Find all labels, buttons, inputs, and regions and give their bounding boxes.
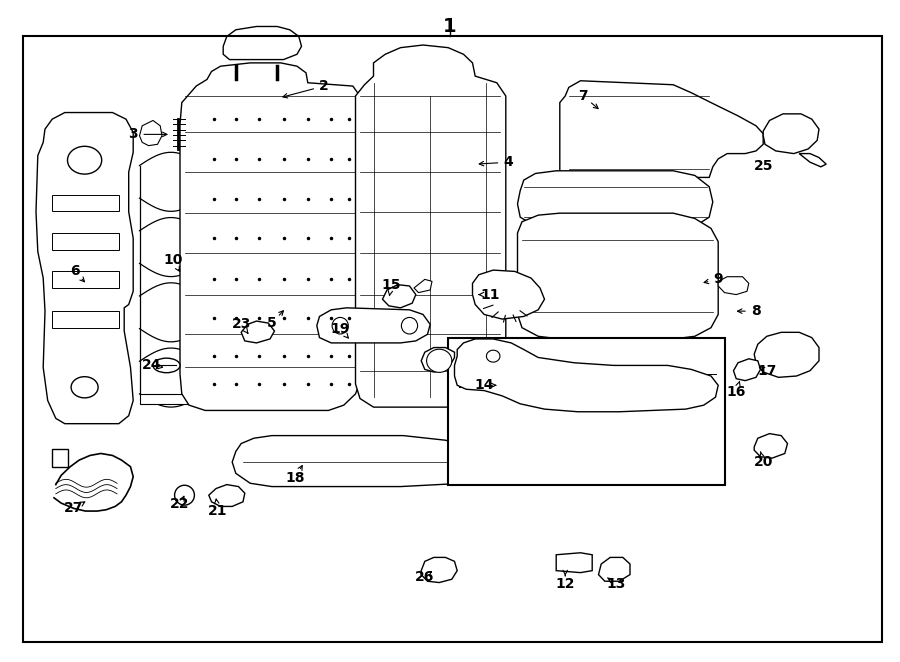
- Text: 2: 2: [320, 79, 328, 93]
- Polygon shape: [754, 434, 788, 458]
- Polygon shape: [598, 557, 630, 581]
- Ellipse shape: [153, 358, 180, 373]
- Polygon shape: [454, 339, 718, 412]
- Polygon shape: [209, 485, 245, 506]
- Polygon shape: [472, 270, 544, 319]
- Ellipse shape: [332, 318, 348, 334]
- Text: 22: 22: [170, 497, 190, 512]
- Polygon shape: [140, 120, 162, 146]
- Text: 1: 1: [443, 17, 457, 36]
- Polygon shape: [241, 321, 274, 343]
- Text: 20: 20: [753, 455, 773, 469]
- Polygon shape: [317, 308, 430, 343]
- Polygon shape: [763, 114, 819, 154]
- Polygon shape: [52, 195, 119, 211]
- Polygon shape: [223, 26, 302, 60]
- Text: 5: 5: [267, 316, 276, 330]
- Text: 10: 10: [163, 253, 183, 267]
- Text: 21: 21: [208, 504, 228, 518]
- Polygon shape: [734, 359, 760, 381]
- Text: 3: 3: [129, 127, 138, 142]
- Polygon shape: [52, 449, 68, 467]
- Polygon shape: [556, 553, 592, 573]
- Polygon shape: [518, 171, 713, 230]
- Text: 12: 12: [555, 577, 575, 591]
- Text: 15: 15: [382, 277, 401, 292]
- Text: 11: 11: [481, 287, 500, 302]
- Polygon shape: [52, 271, 119, 288]
- Polygon shape: [232, 436, 493, 487]
- Polygon shape: [52, 311, 119, 328]
- Text: 4: 4: [504, 155, 513, 169]
- Text: 7: 7: [579, 89, 588, 103]
- Polygon shape: [754, 332, 819, 377]
- Text: 13: 13: [607, 577, 626, 591]
- Polygon shape: [421, 557, 457, 583]
- Text: 27: 27: [64, 501, 84, 516]
- Text: 17: 17: [757, 363, 777, 378]
- Text: 23: 23: [231, 317, 251, 332]
- Bar: [448, 338, 725, 485]
- Ellipse shape: [175, 485, 194, 505]
- Text: 24: 24: [141, 358, 161, 373]
- Polygon shape: [140, 394, 202, 404]
- Polygon shape: [518, 213, 718, 339]
- Polygon shape: [356, 45, 506, 407]
- Polygon shape: [421, 348, 454, 372]
- Text: 14: 14: [474, 378, 494, 393]
- Text: 25: 25: [753, 158, 773, 173]
- Text: 19: 19: [330, 322, 350, 336]
- Text: 16: 16: [726, 385, 746, 399]
- Text: 26: 26: [415, 570, 435, 585]
- Polygon shape: [560, 81, 763, 177]
- Polygon shape: [382, 285, 416, 308]
- Polygon shape: [36, 113, 133, 424]
- Text: 18: 18: [285, 471, 305, 485]
- Ellipse shape: [401, 318, 418, 334]
- Text: 8: 8: [752, 304, 760, 318]
- Text: 9: 9: [714, 272, 723, 287]
- Text: 6: 6: [70, 264, 79, 279]
- Ellipse shape: [427, 350, 452, 372]
- Polygon shape: [799, 154, 826, 167]
- Polygon shape: [52, 233, 119, 250]
- Polygon shape: [718, 277, 749, 295]
- Polygon shape: [180, 63, 362, 410]
- Polygon shape: [414, 279, 432, 293]
